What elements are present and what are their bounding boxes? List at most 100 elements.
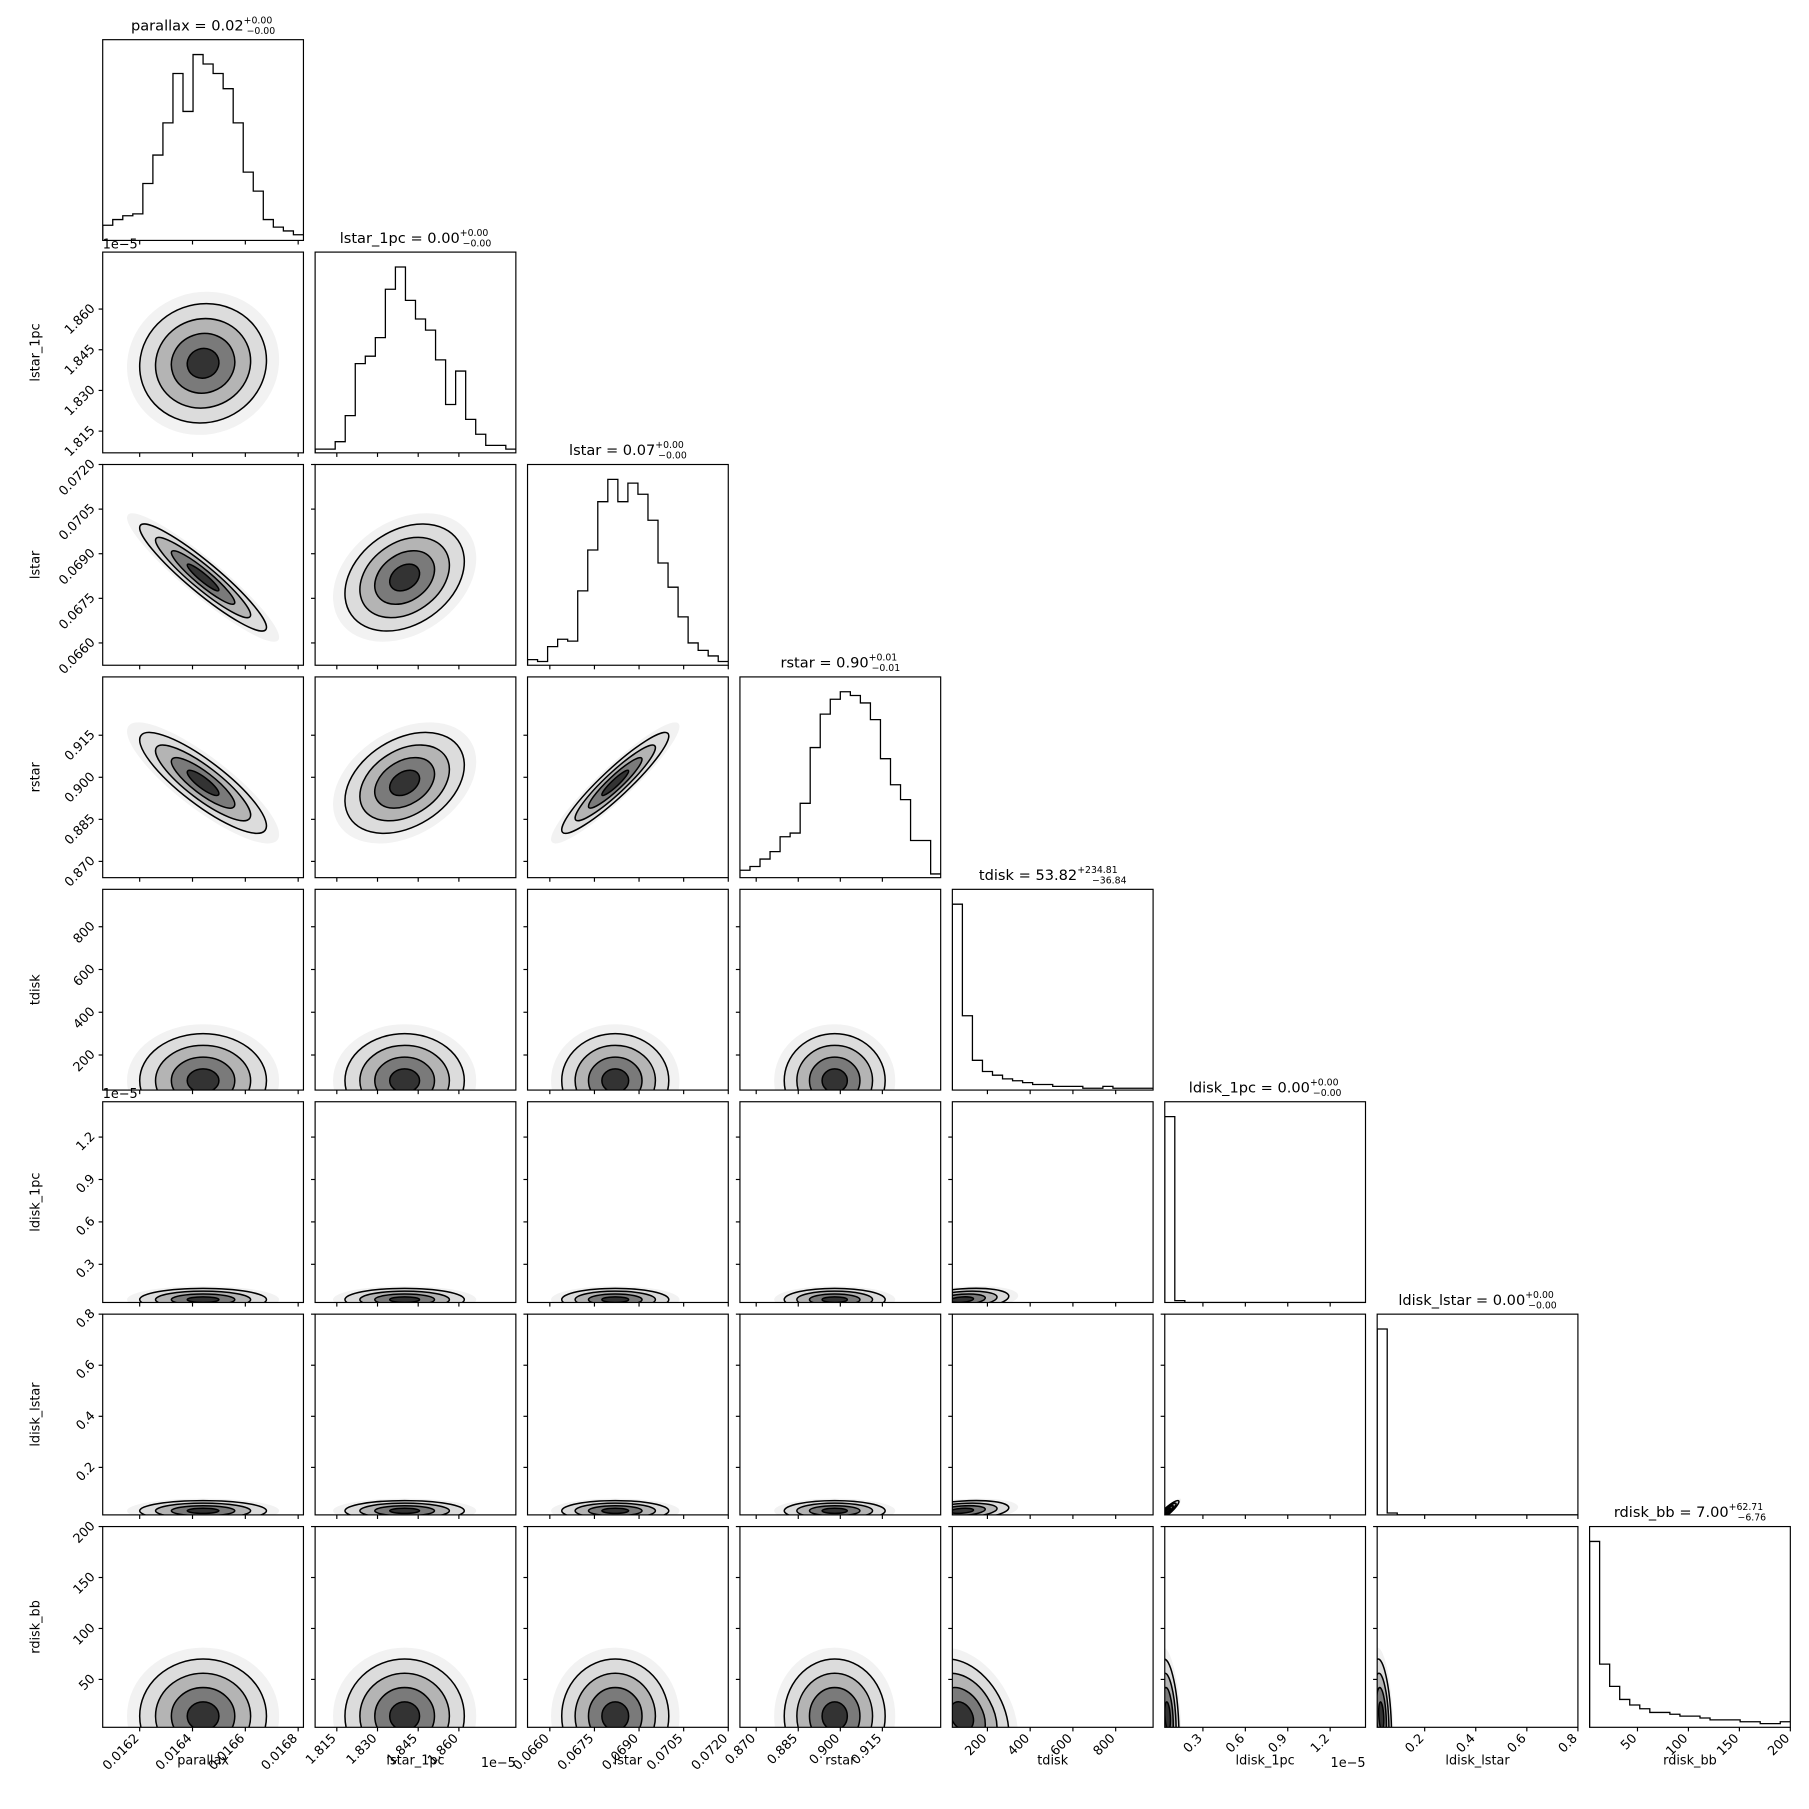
- hist-bar: [972, 1060, 982, 1090]
- panel-frame: [526, 1525, 729, 1728]
- hist-bar: [982, 1071, 992, 1090]
- panel: 0.3 0.6 0.9 1.2 ldisk_1pc 1e−5: [1160, 1525, 1367, 1771]
- panel: [311, 463, 517, 670]
- hist-bar: [668, 587, 678, 665]
- hist-outline: [739, 691, 941, 878]
- hist-bar: [1730, 1720, 1740, 1727]
- panel-content: [333, 1286, 477, 1303]
- density-level: [601, 769, 630, 797]
- x-offset: 1e−5: [481, 1756, 516, 1771]
- x-tick-label: 0.6: [1223, 1731, 1248, 1756]
- hist-bar: [273, 227, 283, 240]
- x-axis-label: tdisk: [1037, 1754, 1068, 1769]
- y-tick-label: 0.0690: [56, 546, 98, 588]
- panel-content: [1589, 1540, 1791, 1728]
- hist-bar: [648, 520, 658, 665]
- title-minus: −0.00: [247, 26, 276, 37]
- density-level: [601, 1068, 630, 1091]
- hist-bar: [153, 155, 163, 240]
- panel: lstar = 0.07+0.00 −0.00: [526, 440, 729, 670]
- hist-bar: [1165, 1117, 1175, 1303]
- density-level: [601, 1701, 630, 1728]
- y-tick-label: 0.3: [73, 1257, 98, 1282]
- panel-frame: [1376, 1525, 1579, 1728]
- hist-bar: [436, 360, 446, 453]
- x-tick-label: 0.0705: [644, 1731, 686, 1773]
- panel-frame: [739, 1525, 942, 1728]
- density-level: [1377, 1701, 1385, 1728]
- hist-bar: [750, 867, 760, 878]
- y-tick-label: 0.915: [62, 727, 99, 764]
- density-level: [952, 1507, 975, 1515]
- hist-bar: [608, 479, 618, 665]
- hist-bar: [628, 483, 638, 665]
- density-level: [388, 1296, 421, 1303]
- hist-bar: [263, 220, 273, 241]
- panel-frame: [951, 1313, 1154, 1516]
- panel-frame: [314, 463, 517, 666]
- y-axis-label: ldisk_1pc: [29, 1173, 44, 1232]
- title-plus: +62.71: [1729, 1502, 1764, 1513]
- hist-bar: [860, 703, 870, 878]
- hist-bar: [850, 696, 860, 878]
- panel: lstar_1pc = 0.00+0.00 −0.00: [314, 228, 517, 457]
- hist-bar: [1600, 1664, 1610, 1727]
- panel-frame: [314, 888, 517, 1091]
- panel-content: [333, 1024, 477, 1091]
- panel-content: [315, 266, 516, 453]
- hist-bar: [840, 692, 850, 878]
- panel-frame: [526, 676, 729, 879]
- hist-bar: [708, 656, 718, 665]
- panel-frame: [314, 1313, 517, 1516]
- hist-bar: [476, 434, 486, 453]
- hist-outline: [1377, 1328, 1578, 1515]
- panel-frame: [1589, 1525, 1791, 1728]
- panel-content: [551, 1286, 680, 1303]
- hist-bar: [1670, 1714, 1680, 1727]
- x-axis-label: rdisk_bb: [1663, 1754, 1717, 1769]
- density-level: [821, 1507, 849, 1515]
- hist-bar: [335, 442, 345, 453]
- hist-bar: [466, 419, 476, 452]
- hist-bar: [800, 803, 810, 877]
- title-plus: +0.00: [655, 440, 684, 451]
- density-level: [821, 1701, 849, 1728]
- panel: [311, 888, 517, 1095]
- hist-bar: [558, 639, 568, 665]
- x-tick-label: 0.0675: [555, 1731, 597, 1773]
- hist-bar: [598, 502, 608, 666]
- y-tick-label: 150: [71, 1570, 99, 1598]
- panel: tdisk = 53.82+234.81 −36.84: [951, 865, 1154, 1095]
- hist-bar: [345, 416, 355, 453]
- y-tick-label: 800: [71, 919, 99, 947]
- hist-bar: [1640, 1709, 1650, 1728]
- panel-title: lstar = 0.07+0.00 −0.00: [569, 440, 687, 462]
- panel-frame: [102, 251, 305, 454]
- density-level: [388, 769, 421, 797]
- panel-frame: [102, 463, 305, 666]
- panel-content: [333, 722, 477, 844]
- hist-bar: [1590, 1541, 1600, 1727]
- hist-bar: [830, 699, 840, 877]
- x-tick-label: 0.0660: [510, 1731, 552, 1773]
- title-text: parallax = 0.02: [131, 17, 244, 34]
- hist-bar: [790, 833, 800, 878]
- panel-frame: [314, 1101, 517, 1304]
- panel-frame: [951, 1525, 1154, 1728]
- panel-content: [127, 722, 280, 844]
- title-text: lstar = 0.07: [569, 442, 655, 459]
- hist-outline: [102, 53, 304, 241]
- x-tick-label: 50: [1618, 1731, 1640, 1753]
- y-tick-label: 0.0720: [56, 457, 98, 499]
- y-offset: 1e−5: [103, 238, 138, 253]
- y-tick-label: 0.6: [73, 1357, 98, 1382]
- y-tick-label: 0.9: [73, 1172, 98, 1197]
- panel-frame: [314, 251, 517, 454]
- hist-bar: [213, 74, 223, 241]
- panel: [735, 888, 942, 1095]
- panel-content: [952, 1286, 1019, 1303]
- y-axis-label: rstar: [29, 762, 44, 793]
